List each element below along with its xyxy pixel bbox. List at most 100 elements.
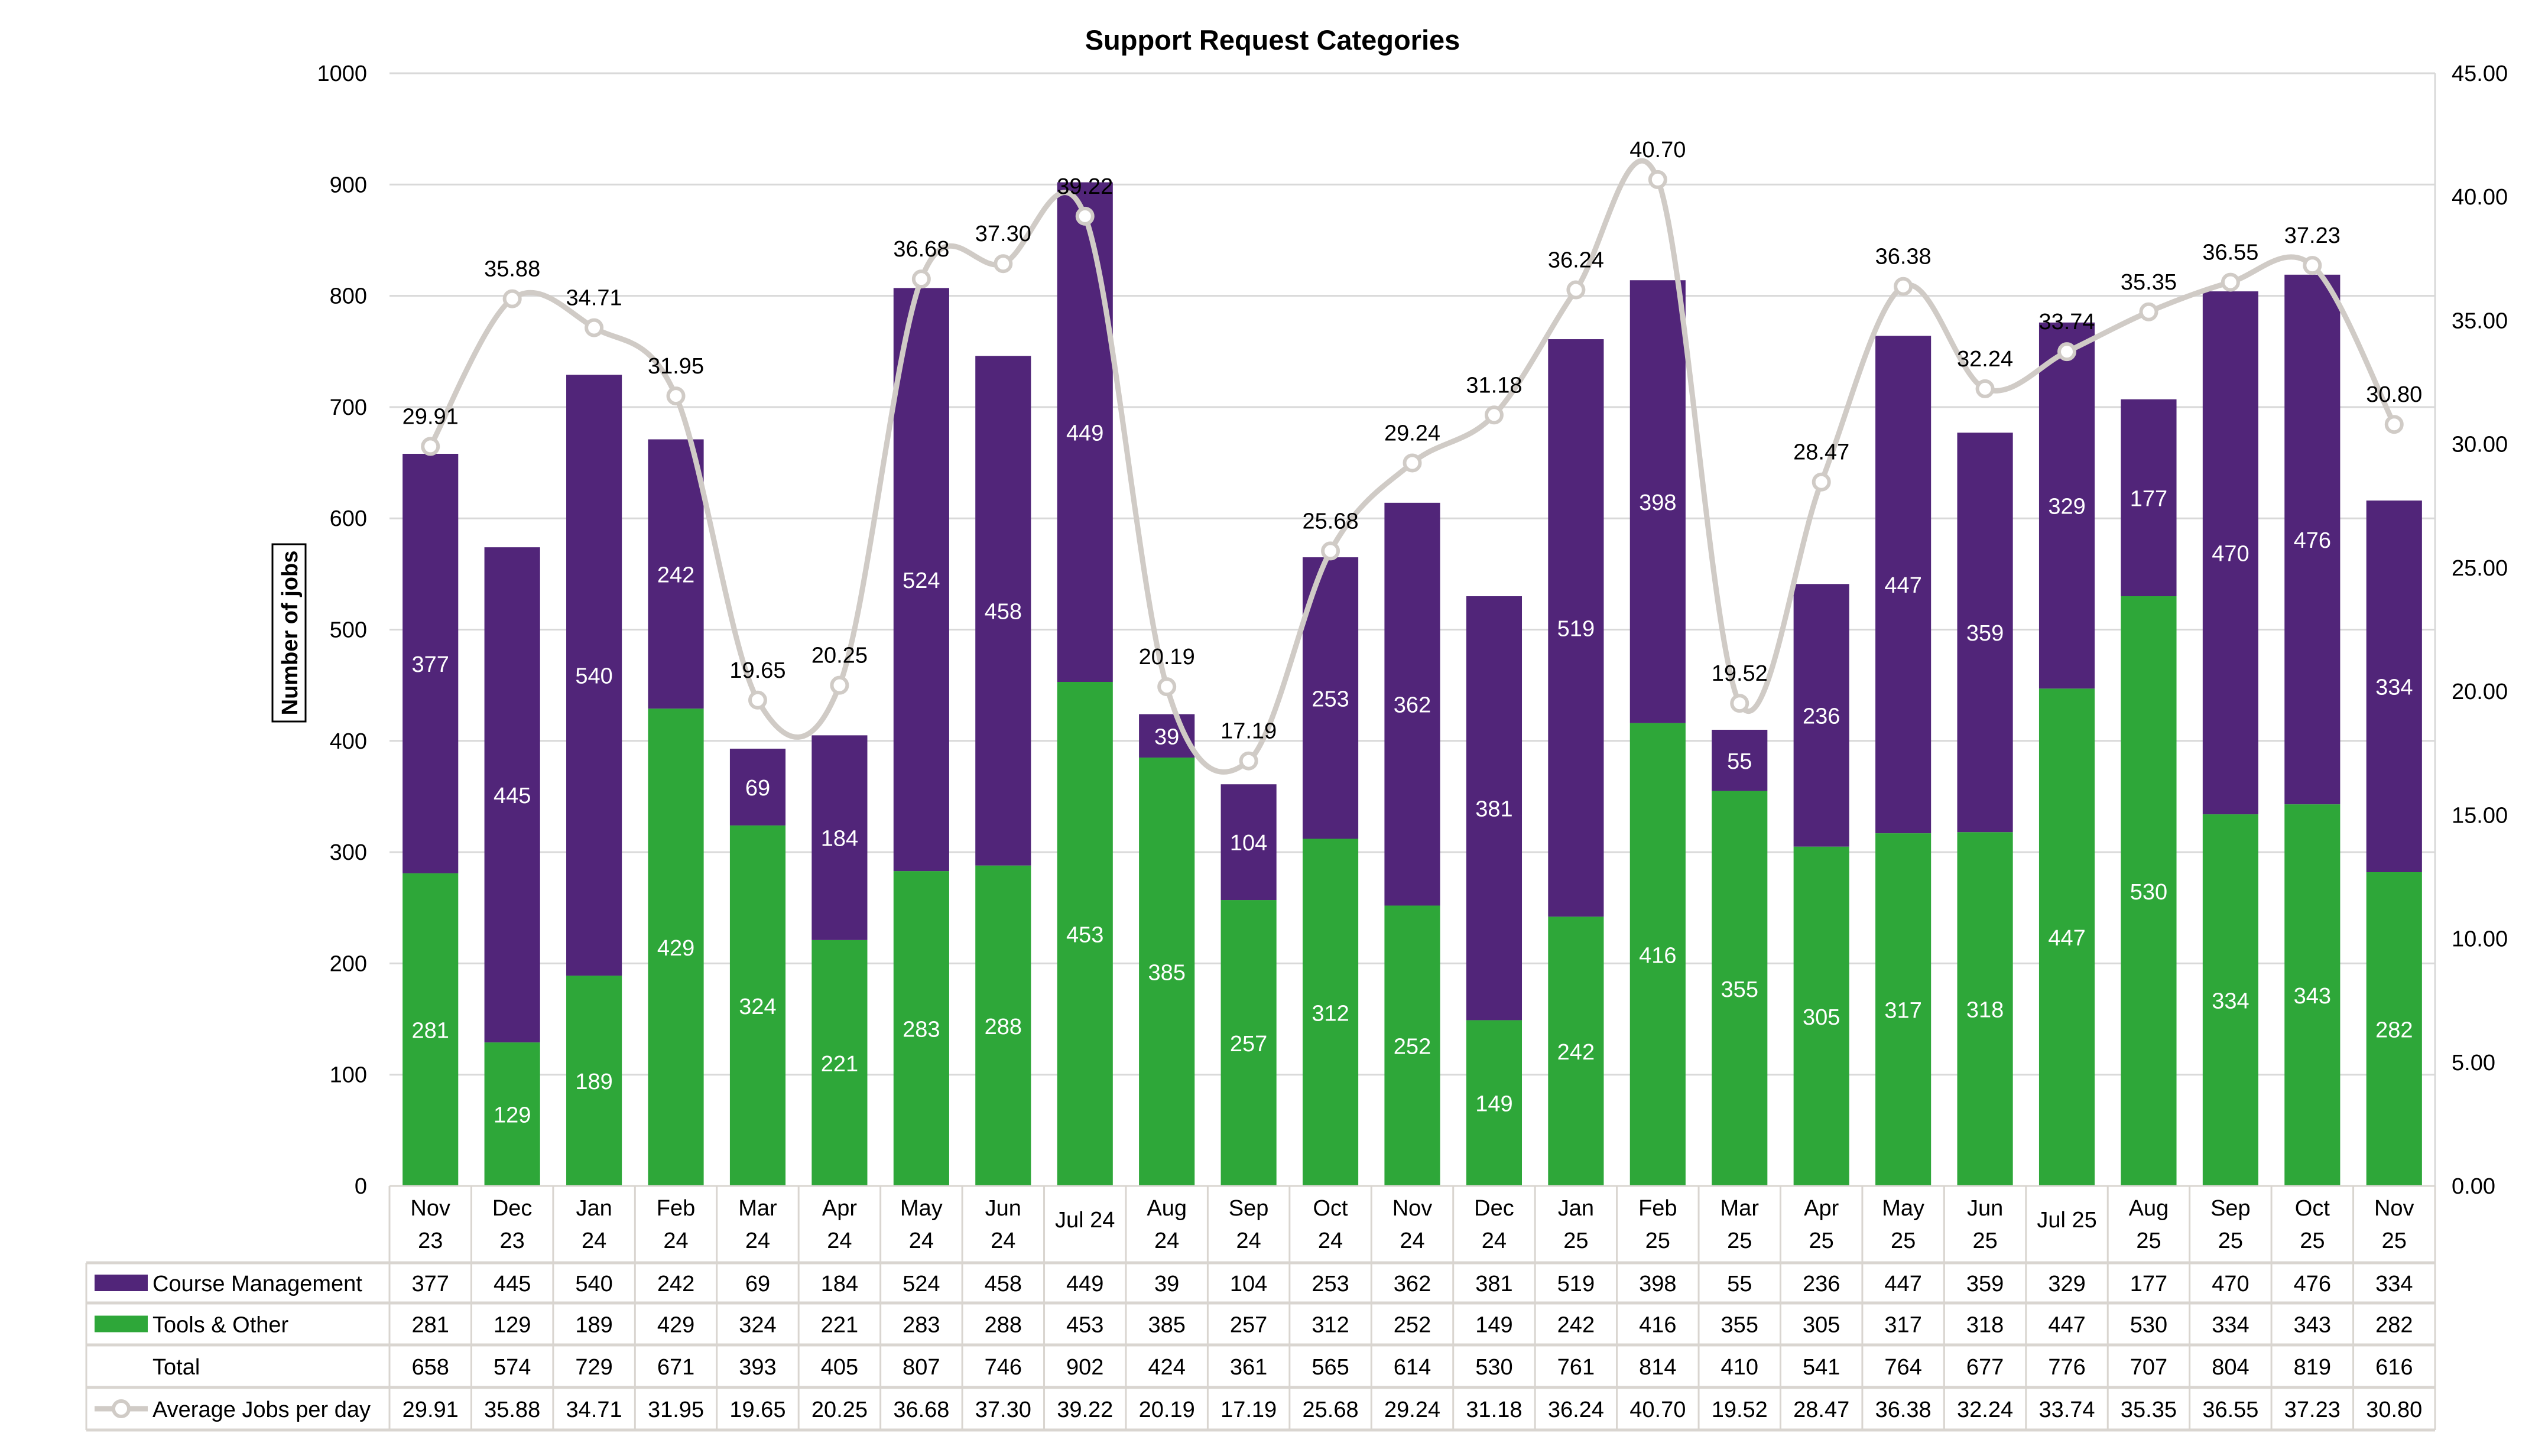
bar-course-management [2366,500,2422,872]
table-cell: 177 [2130,1272,2167,1296]
average-jobs-label: 37.30 [975,222,1031,246]
bar-tools-other [975,865,1031,1186]
x-tick-label: 23 [500,1228,525,1253]
average-jobs-label: 40.70 [1629,138,1686,162]
bar-label-tools-other: 252 [1394,1035,1431,1060]
chart-title: Support Request Categories [1085,24,1460,56]
y-tick-label: 900 [330,173,367,197]
average-jobs-marker [911,269,931,289]
x-tick-label: 23 [418,1228,443,1253]
x-tick-label: Oct [2295,1196,2330,1221]
bar-label-course-management: 236 [1803,704,1840,729]
bar-label-tools-other: 385 [1148,961,1185,986]
bar-tools-other [2038,688,2095,1186]
table-cell: 541 [1803,1355,1840,1380]
y2-tick-label: 20.00 [2452,680,2508,704]
bar-tools-other [566,976,622,1186]
table-cell: 776 [2048,1355,2085,1380]
table-cell: 614 [1394,1355,1431,1380]
table-cell: 149 [1475,1313,1512,1338]
legend-swatch-tools-other [95,1315,148,1332]
bar-course-management [1466,596,1523,1020]
bar-course-management [402,453,459,873]
table-cell: 764 [1884,1355,1921,1380]
table-cell: 20.25 [811,1398,868,1422]
average-jobs-marker [2384,415,2404,434]
table-cell: 305 [1803,1313,1840,1338]
x-tick-label: Nov [1392,1196,1433,1221]
x-tick-label: Apr [1804,1196,1839,1221]
bar-label-course-management: 39 [1154,724,1179,749]
average-jobs-label: 19.65 [729,658,785,683]
bar-label-tools-other: 281 [412,1018,449,1043]
average-jobs-label: 36.24 [1548,248,1604,273]
average-jobs-label: 35.35 [2121,270,2177,295]
table-cell: 410 [1721,1355,1758,1380]
table-cell: 69 [745,1272,770,1296]
bar-label-tools-other: 129 [494,1103,531,1128]
y-tick-label: 100 [330,1063,367,1088]
bar-label-tools-other: 149 [1475,1092,1512,1117]
bar-label-tools-other: 282 [2375,1018,2413,1042]
table-cell: 31.18 [1466,1398,1522,1422]
table-cell: 449 [1066,1272,1103,1296]
average-jobs-marker [1484,405,1504,425]
average-jobs-label: 36.68 [893,237,949,262]
y-tick-label: 0 [355,1174,367,1199]
x-tick-label: Mar [738,1196,777,1221]
table-cell: 524 [903,1272,940,1296]
average-jobs-marker [2221,272,2240,292]
average-jobs-label: 39.22 [1057,174,1113,199]
table-cell: 616 [2375,1355,2413,1380]
table-cell: 540 [575,1272,612,1296]
x-tick-label: 24 [1236,1228,1261,1253]
y-tick-label: 200 [330,951,367,976]
bar-label-tools-other: 530 [2130,880,2167,905]
bar-label-tools-other: 312 [1312,1001,1349,1026]
bar-tools-other [1139,758,1195,1186]
bar-label-course-management: 55 [1727,749,1752,774]
bar-label-course-management: 242 [657,563,694,587]
table-cell: 32.24 [1957,1398,2013,1422]
x-tick-label: Feb [657,1196,695,1221]
table-cell: 40.70 [1629,1398,1686,1422]
table-cell: 35.88 [484,1398,540,1422]
bar-tools-other [648,708,704,1186]
x-tick-label: Aug [2129,1196,2169,1221]
table-cell: 470 [2212,1272,2249,1296]
bar-label-course-management: 359 [1966,621,2004,646]
x-tick-label: Jul 25 [2037,1208,2096,1233]
table-cell: 242 [657,1272,694,1296]
y2-tick-label: 25.00 [2452,556,2508,581]
average-jobs-label: 28.47 [1793,440,1849,465]
bar-course-management [1957,433,2013,833]
table-cell: 671 [657,1355,694,1380]
table-cell: 35.35 [2121,1398,2177,1422]
x-tick-label: 25 [1563,1228,1588,1253]
table-cell: 55 [1727,1272,1752,1296]
y-tick-label: 700 [330,395,367,420]
bar-label-tools-other: 305 [1803,1005,1840,1030]
x-tick-label: 25 [1645,1228,1670,1253]
x-tick-label: 25 [1809,1228,1834,1253]
average-jobs-label: 35.88 [484,257,540,282]
table-cell: 317 [1884,1313,1921,1338]
table-cell: 361 [1230,1355,1267,1380]
x-tick-label: Sep [2210,1196,2251,1221]
y-tick-label: 1000 [317,61,367,86]
bar-label-course-management: 377 [412,652,449,677]
x-tick-label: Aug [1147,1196,1187,1221]
table-cell: 19.52 [1712,1398,1768,1422]
average-jobs-marker [585,318,604,337]
bar-tools-other [811,940,868,1186]
average-jobs-marker [1648,170,1667,189]
bar-label-tools-other: 447 [2048,926,2085,951]
bar-label-tools-other: 324 [739,994,776,1019]
table-cell: 19.65 [729,1398,785,1422]
table-cell: 447 [2048,1313,2085,1338]
table-cell: 707 [2130,1355,2167,1380]
bar-label-tools-other: 355 [1721,977,1758,1002]
average-jobs-marker [421,437,440,456]
bar-label-course-management: 177 [2130,486,2167,511]
bar-course-management [648,439,704,709]
